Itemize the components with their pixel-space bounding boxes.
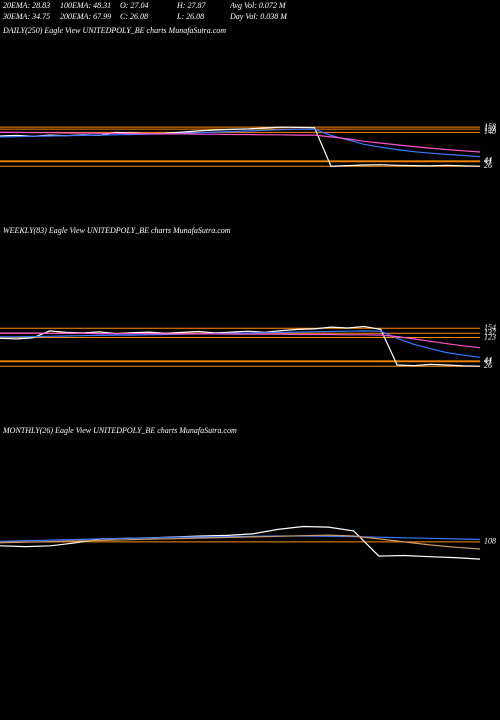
level-label: 26 <box>484 361 492 370</box>
level-label: 151 <box>484 124 496 133</box>
level-label: 108 <box>484 537 496 546</box>
price-line <box>0 330 481 358</box>
header-stat: Day Vol: 0.038 M <box>229 12 288 21</box>
header-stat: C: 26.08 <box>120 12 148 21</box>
level-label: 44 <box>484 156 492 165</box>
panel-title: WEEKLY(83) Eagle View UNITEDPOLY_BE char… <box>3 226 231 235</box>
level-label: 123 <box>484 332 496 341</box>
level-label: 41 <box>484 357 492 366</box>
panel-title: MONTHLY(26) Eagle View UNITEDPOLY_BE cha… <box>2 426 237 435</box>
level-label: 140 <box>484 127 496 136</box>
panel-title: DAILY(250) Eagle View UNITEDPOLY_BE char… <box>2 26 226 35</box>
level-label: 41 <box>484 157 492 166</box>
level-label: 158 <box>484 122 496 131</box>
price-line <box>0 534 481 550</box>
header-stat: 30EMA: 34.75 <box>2 12 50 21</box>
level-label: 154 <box>484 323 496 332</box>
level-label: 44 <box>484 356 492 365</box>
level-label: 26 <box>484 161 492 170</box>
price-line <box>0 535 481 542</box>
price-line <box>0 525 481 560</box>
header-stat: O: 27.04 <box>120 1 148 10</box>
header-stat: H: 27.87 <box>176 1 206 10</box>
header-stat: L: 26.08 <box>176 12 204 21</box>
price-line <box>0 332 481 349</box>
header-stat: Avg Vol: 0.072 M <box>229 1 287 10</box>
header-stat: 100EMA: 48.31 <box>60 1 111 10</box>
header-stat: 20EMA: 28.83 <box>3 1 50 10</box>
level-label: 137 <box>484 328 497 337</box>
price-line <box>0 131 481 153</box>
price-line <box>0 128 481 158</box>
header-stat: 200EMA: 67.99 <box>60 12 111 21</box>
